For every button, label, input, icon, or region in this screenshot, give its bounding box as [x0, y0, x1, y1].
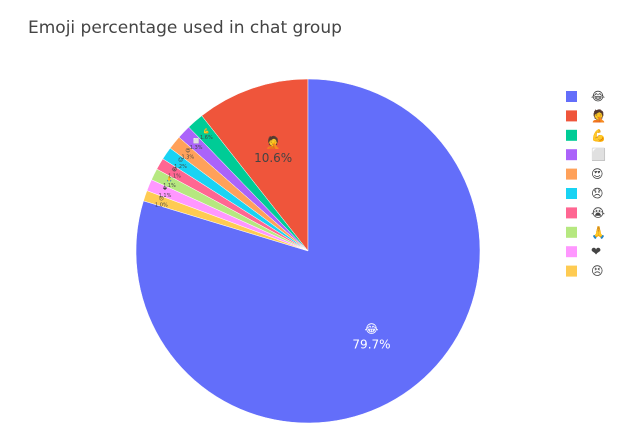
- slice-label: 😣: [159, 196, 164, 202]
- slice-value-label: 1.3%: [181, 154, 194, 160]
- legend-label: ❤: [591, 245, 601, 259]
- slice-value-label: 1.6%: [200, 135, 213, 141]
- legend-swatch: [566, 188, 577, 199]
- legend-swatch: [566, 246, 577, 258]
- legend-label: 😞: [591, 187, 604, 201]
- legend-swatch: [566, 91, 577, 102]
- slice-label: 🤦: [266, 135, 281, 150]
- pie-slice: [201, 78, 309, 252]
- slice-value-label: 1.0%: [155, 202, 168, 208]
- slice-label: 💪: [203, 128, 209, 135]
- legend-label: 🙏: [591, 225, 606, 239]
- slice-label: 🙏: [166, 176, 172, 183]
- slice-value-label: 1.1%: [163, 183, 176, 189]
- legend-swatch: [566, 168, 577, 180]
- legend-label: 😣: [591, 264, 604, 278]
- pie-slice: [135, 78, 481, 424]
- slice-label: 😍: [185, 148, 190, 154]
- legend-swatch: [566, 207, 577, 219]
- legend-label: 😂: [591, 90, 605, 104]
- slice-value-label: 10.6%: [254, 151, 292, 165]
- legend-label: 🤦: [591, 108, 606, 123]
- legend-label: 😍: [591, 167, 604, 181]
- legend-swatch: [566, 265, 577, 277]
- legend-swatch: [566, 149, 577, 161]
- legend-swatch: [566, 226, 577, 238]
- slice-label: 😭: [172, 167, 178, 173]
- slice-value-label: 79.7%: [352, 338, 390, 352]
- slice-label: ❤: [163, 186, 167, 192]
- legend-label: 💪: [591, 128, 606, 142]
- slice-value-label: 1.3%: [190, 145, 203, 151]
- chart-title: Emoji percentage used in chat group: [28, 18, 342, 38]
- legend-swatch: [566, 129, 577, 141]
- legend-label: ⬜: [591, 148, 606, 162]
- slice-label: 😞: [178, 158, 183, 164]
- slice-label: ⬜: [193, 137, 199, 144]
- legend-label: 😭: [591, 206, 605, 220]
- legend-swatch: [566, 110, 577, 122]
- slice-value-label: 1.1%: [168, 174, 181, 180]
- slice-label: 😂: [364, 322, 378, 336]
- slice-value-label: 1.1%: [159, 193, 172, 199]
- slice-value-label: 1.2%: [174, 164, 187, 170]
